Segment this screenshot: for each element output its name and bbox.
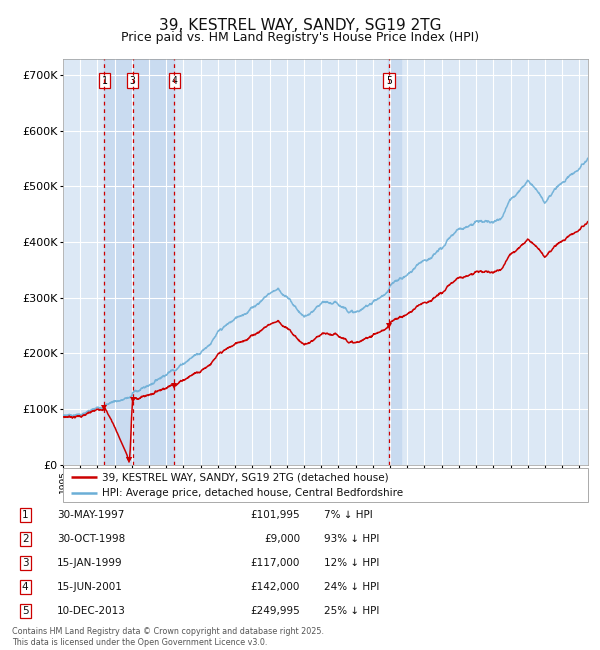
- Text: 2: 2: [22, 534, 29, 544]
- Text: 39, KESTREL WAY, SANDY, SG19 2TG (detached house): 39, KESTREL WAY, SANDY, SG19 2TG (detach…: [103, 472, 389, 482]
- Text: 30-MAY-1997: 30-MAY-1997: [57, 510, 124, 520]
- Text: 7% ↓ HPI: 7% ↓ HPI: [324, 510, 373, 520]
- Text: £142,000: £142,000: [251, 582, 300, 592]
- Text: £101,995: £101,995: [250, 510, 300, 520]
- Text: 3: 3: [22, 558, 29, 568]
- Text: £9,000: £9,000: [264, 534, 300, 544]
- Text: 30-OCT-1998: 30-OCT-1998: [57, 534, 125, 544]
- FancyBboxPatch shape: [63, 468, 588, 502]
- Text: 10-DEC-2013: 10-DEC-2013: [57, 606, 126, 616]
- Text: 1: 1: [22, 510, 29, 520]
- Bar: [104, 58, 174, 465]
- Text: Price paid vs. HM Land Registry's House Price Index (HPI): Price paid vs. HM Land Registry's House …: [121, 31, 479, 44]
- Bar: [388, 58, 401, 465]
- Text: 5: 5: [386, 76, 392, 86]
- Text: Contains HM Land Registry data © Crown copyright and database right 2025.
This d: Contains HM Land Registry data © Crown c…: [12, 627, 324, 647]
- Text: £117,000: £117,000: [251, 558, 300, 568]
- Text: 25% ↓ HPI: 25% ↓ HPI: [324, 606, 379, 616]
- Text: HPI: Average price, detached house, Central Bedfordshire: HPI: Average price, detached house, Cent…: [103, 488, 404, 499]
- Text: 24% ↓ HPI: 24% ↓ HPI: [324, 582, 379, 592]
- Text: 15-JUN-2001: 15-JUN-2001: [57, 582, 123, 592]
- Text: 4: 4: [171, 76, 177, 86]
- Text: 12% ↓ HPI: 12% ↓ HPI: [324, 558, 379, 568]
- Text: 1: 1: [101, 76, 107, 86]
- Text: 5: 5: [22, 606, 29, 616]
- Text: 93% ↓ HPI: 93% ↓ HPI: [324, 534, 379, 544]
- Text: 4: 4: [22, 582, 29, 592]
- Text: £249,995: £249,995: [250, 606, 300, 616]
- Text: 15-JAN-1999: 15-JAN-1999: [57, 558, 122, 568]
- Text: 39, KESTREL WAY, SANDY, SG19 2TG: 39, KESTREL WAY, SANDY, SG19 2TG: [159, 18, 441, 33]
- Text: 3: 3: [130, 76, 136, 86]
